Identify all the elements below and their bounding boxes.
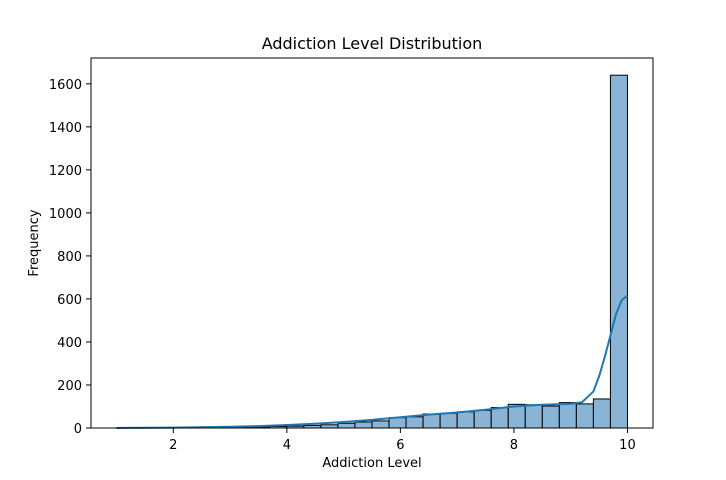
x-axis-ticks: 2 4 6 8 10 <box>169 428 636 453</box>
y-tick-label-200: 200 <box>57 379 82 394</box>
histogram-bar-14 <box>337 422 356 429</box>
histogram-bar-25 <box>524 404 543 429</box>
x-tick-label-4: 4 <box>283 438 291 453</box>
histogram-bar-19 <box>422 413 441 429</box>
y-tick-label-400: 400 <box>57 336 82 351</box>
chart-title: Addiction Level Distribution <box>262 34 483 53</box>
y-tick-label-1600: 1600 <box>49 78 82 93</box>
x-tick-label-10: 10 <box>619 438 636 453</box>
x-tick-label-6: 6 <box>396 438 404 453</box>
plot-frame <box>90 57 654 429</box>
histogram-bar-26 <box>541 405 560 429</box>
histogram-bar-22 <box>473 409 492 429</box>
histogram-bar-24 <box>507 403 526 429</box>
histogram-bar-29 <box>592 398 611 429</box>
y-tick-label-1000: 1000 <box>49 207 82 222</box>
y-tick-label-800: 800 <box>57 250 82 265</box>
kde-curve <box>116 294 629 429</box>
histogram-bar-20 <box>439 412 458 429</box>
x-tick-label-2: 2 <box>169 438 177 453</box>
histogram-bar-17 <box>388 417 407 429</box>
y-tick-label-600: 600 <box>57 293 82 308</box>
histogram-bar-21 <box>456 411 475 429</box>
y-tick-label-0: 0 <box>74 422 82 437</box>
histogram-bar-16 <box>371 420 390 429</box>
histogram-bar-27 <box>558 402 577 429</box>
y-tick-label-1200: 1200 <box>49 164 82 179</box>
y-tick-label-1400: 1400 <box>49 121 82 136</box>
histogram-bars <box>116 74 628 429</box>
y-axis-ticks: 0 200 400 600 800 1000 1200 1400 1600 <box>49 78 91 437</box>
x-tick-label-8: 8 <box>510 438 518 453</box>
y-axis-label: Frequency <box>27 209 42 276</box>
x-axis-label: Addiction Level <box>322 456 421 471</box>
histogram-bar-30 <box>609 74 628 429</box>
histogram-bar-18 <box>405 416 424 429</box>
histogram-bar-23 <box>490 407 509 429</box>
histogram-bar-15 <box>354 421 373 429</box>
histogram-bar-28 <box>575 403 594 429</box>
